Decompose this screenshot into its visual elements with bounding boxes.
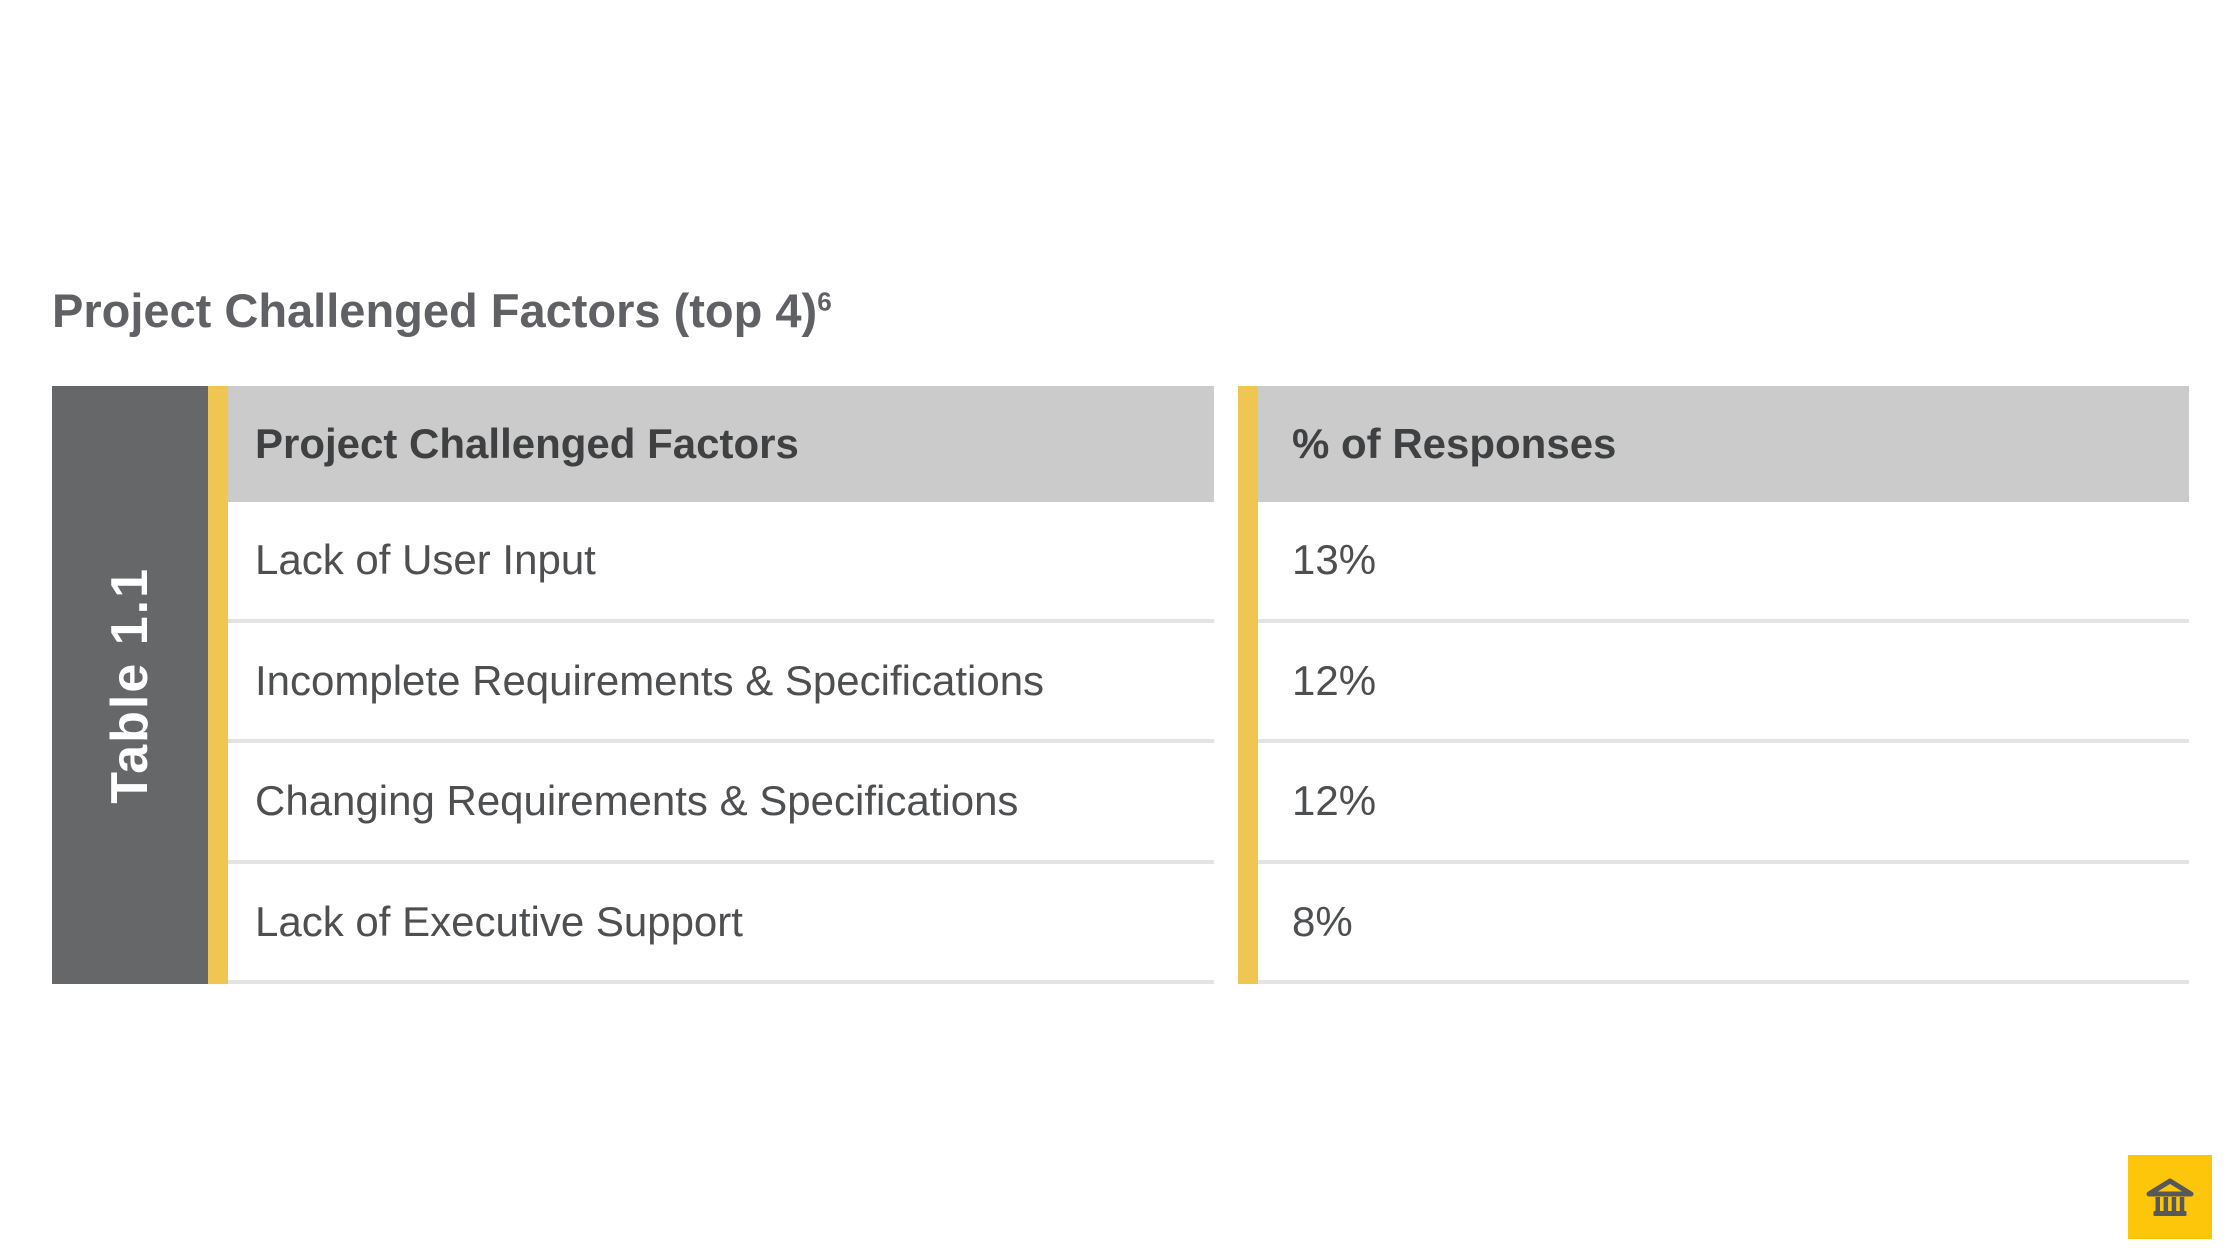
table-side-label: Table 1.1 — [52, 386, 208, 984]
factors-column: Project Challenged Factors Lack of User … — [228, 386, 1214, 984]
table-1-1: Table 1.1 Project Challenged Factors Lac… — [52, 386, 2189, 984]
page-title: Project Challenged Factors (top 4)6 — [52, 283, 832, 338]
gold-accent-bar-left — [208, 386, 228, 984]
table-row-responses: 12% — [1258, 623, 2189, 743]
table-column-gap — [1214, 386, 1238, 984]
table-factors-block: Table 1.1 Project Challenged Factors Lac… — [52, 386, 1214, 984]
table-row-factor: Lack of User Input — [228, 502, 1214, 623]
table-row-factor: Incomplete Requirements & Specifications — [228, 623, 1214, 743]
page-title-footnote-marker: 6 — [817, 286, 832, 317]
table-row-responses: 13% — [1258, 502, 2189, 623]
table-label-text: Table 1.1 — [101, 566, 159, 804]
responses-column-header: % of Responses — [1258, 386, 2189, 502]
bank-icon — [2143, 1172, 2197, 1222]
page-title-text: Project Challenged Factors (top 4) — [52, 284, 818, 337]
table-row-factor: Changing Requirements & Specifications — [228, 743, 1214, 864]
table-responses-block: % of Responses 13% 12% 12% 8% — [1238, 386, 2189, 984]
bank-button[interactable] — [2128, 1155, 2212, 1239]
gold-accent-bar-right — [1238, 386, 1258, 984]
table-row-responses: 8% — [1258, 864, 2189, 984]
table-row-responses: 12% — [1258, 743, 2189, 864]
responses-column: % of Responses 13% 12% 12% 8% — [1258, 386, 2189, 984]
factors-column-header: Project Challenged Factors — [228, 386, 1214, 502]
table-row-factor: Lack of Executive Support — [228, 864, 1214, 984]
